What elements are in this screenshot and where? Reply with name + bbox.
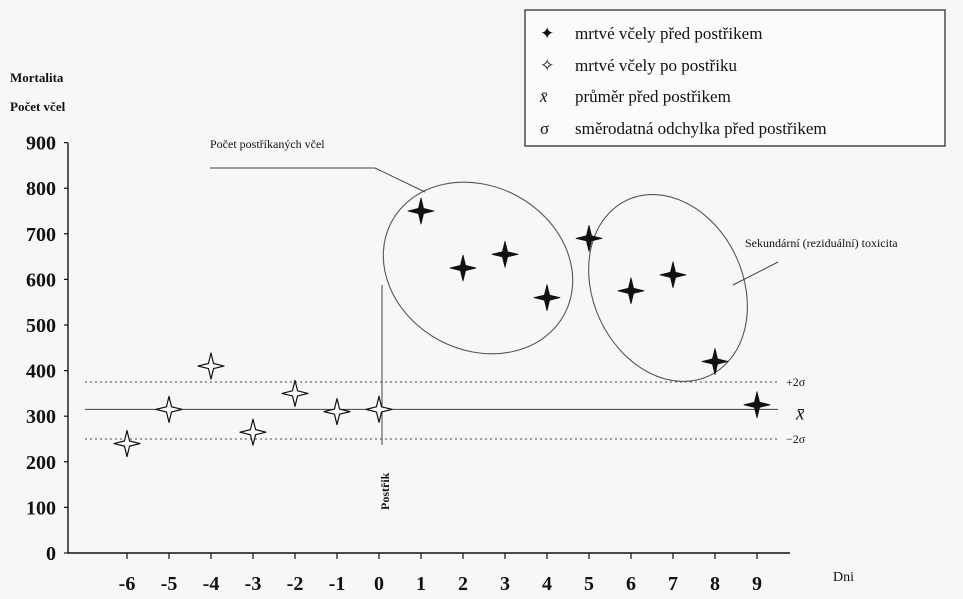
x-tick-label: -1: [329, 573, 346, 595]
reference-line-label: −2σ: [786, 432, 806, 446]
annotation-sprayed: Počet postříkaných včel: [210, 137, 325, 151]
legend-label-sigma: směrodatná odchylka před postřikem: [575, 119, 827, 138]
x-tick-label: 4: [542, 573, 552, 595]
y-tick-label: 400: [26, 361, 56, 383]
annotation-secondary-leader: [732, 261, 779, 286]
x-tick-label: 3: [500, 573, 510, 595]
x-tick-label: 2: [458, 573, 468, 595]
legend-label-before: mrtvé včely před postřikem: [575, 24, 762, 43]
point-after-spray: [197, 352, 225, 380]
x-tick-label: -6: [119, 573, 136, 595]
x-tick-label: 8: [710, 573, 720, 595]
annotation-secondary: Sekundární (reziduální) toxicita: [745, 236, 898, 250]
y-tick-label: 0: [46, 543, 56, 565]
legend-label-mean: průměr před postřikem: [575, 87, 731, 106]
y-tick-label: 100: [26, 497, 56, 519]
legend: ✦ mrtvé včely před postřikem ✧ mrtvé vče…: [524, 9, 946, 147]
point-after-spray: [281, 379, 309, 407]
point-after-spray: [323, 398, 351, 426]
y-axis-title-line1: Mortalita: [10, 70, 64, 85]
point-before-spray: [617, 277, 645, 305]
point-after-spray: [113, 429, 141, 458]
x-tick-label: 1: [416, 573, 426, 595]
reference-lines: +2σ x̄ −2σ: [85, 375, 806, 446]
y-tick-label: 900: [26, 133, 56, 155]
y-tick-label: 600: [26, 269, 56, 291]
point-before-spray: [659, 261, 687, 289]
data-points: [113, 197, 771, 458]
y-tick-label: 500: [26, 315, 56, 337]
x-tick-label: -2: [287, 573, 304, 595]
x-tick-label: -4: [203, 573, 220, 595]
x-tick-label: 5: [584, 573, 594, 595]
point-after-spray: [365, 395, 393, 423]
legend-label-after: mrtvé včely po postřiku: [575, 56, 737, 75]
cluster-ellipse-secondary: [588, 193, 748, 383]
point-after-spray: [239, 418, 267, 446]
y-tick-label: 800: [26, 178, 56, 200]
x-tick-label: -3: [245, 573, 262, 595]
point-before-spray: [743, 391, 771, 419]
point-before-spray: [449, 254, 477, 282]
point-before-spray: [533, 284, 561, 312]
y-axis-title-line2: Počet včel: [10, 99, 66, 114]
cluster-ellipse-sprayed: [382, 181, 574, 355]
annotation-sprayed-leader: [210, 167, 426, 193]
point-before-spray: [575, 224, 603, 252]
legend-symbol-mean: x̄: [539, 87, 548, 106]
x-tick-label: -5: [161, 573, 178, 595]
legend-symbol-before: ✦: [540, 24, 554, 43]
point-after-spray: [155, 395, 183, 423]
reference-line-label: +2σ: [786, 375, 806, 389]
y-tick-label: 700: [26, 224, 56, 246]
x-tick-label: 9: [752, 573, 762, 595]
y-tick-label: 300: [26, 406, 56, 428]
legend-symbol-after: ✧: [540, 56, 554, 75]
x-ticks: -6 -5 -4 -3 -2 -1 0 1 2 3 4 5 6 7 8 9: [119, 553, 762, 595]
x-tick-label: 0: [374, 573, 384, 595]
legend-box: [524, 9, 946, 147]
point-before-spray: [701, 348, 729, 375]
x-tick-label: 6: [626, 573, 636, 595]
y-ticks: 0 100 200 300 400 500 600 700 800 900: [26, 133, 68, 565]
legend-symbol-sigma: σ: [540, 119, 549, 138]
point-before-spray: [407, 197, 435, 225]
x-axis-title: Dni: [833, 570, 854, 585]
spray-day-label: Postřik: [378, 472, 392, 510]
reference-line-label: x̄: [795, 403, 805, 424]
y-tick-label: 200: [26, 452, 56, 474]
x-tick-label: 7: [668, 573, 678, 595]
point-before-spray: [491, 240, 519, 268]
